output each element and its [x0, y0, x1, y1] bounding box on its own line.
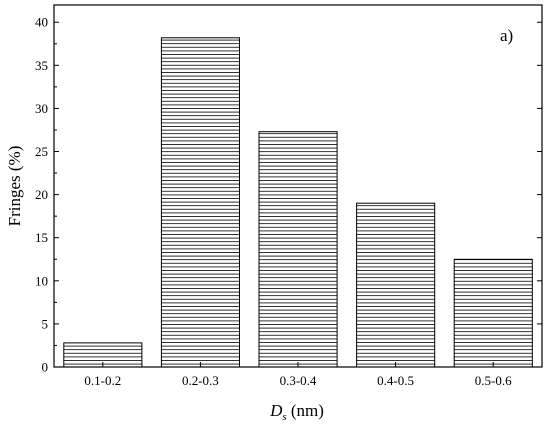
bar-0.2-0.3	[160, 37, 240, 368]
y-tick-label: 0	[42, 360, 49, 375]
x-tick-label: 0.1-0.2	[84, 373, 121, 388]
bar-0.4-0.5	[356, 202, 436, 368]
y-axis: 0 5 10 15 20 25 30 35 40	[35, 15, 542, 375]
bars-group	[63, 37, 533, 368]
x-axis-title-unit: (nm)	[287, 401, 324, 420]
y-tick-label: 25	[35, 144, 48, 159]
x-tick-label: 0.4-0.5	[377, 373, 414, 388]
x-axis-title-subscript: s	[282, 411, 286, 423]
y-tick-label: 30	[35, 101, 48, 116]
x-tick-label: 0.5-0.6	[475, 373, 512, 388]
x-tick-label: 0.3-0.4	[280, 373, 317, 388]
y-tick-label: 40	[35, 15, 48, 30]
bar-0.3-0.4	[258, 131, 338, 368]
panel-label: a)	[500, 26, 513, 45]
y-tick-label: 35	[35, 58, 48, 73]
x-tick-label: 0.2-0.3	[182, 373, 219, 388]
y-tick-label: 5	[42, 316, 49, 331]
y-tick-label: 20	[35, 187, 48, 202]
bar-0.5-0.6	[453, 258, 533, 368]
x-axis-title: Ds (nm)	[269, 401, 324, 423]
y-axis-title: Fringes (%)	[5, 146, 24, 227]
x-axis-title-symbol: D	[269, 401, 283, 420]
y-tick-label: 15	[35, 230, 48, 245]
y-tick-label: 10	[35, 273, 48, 288]
x-axis: 0.1-0.2 0.2-0.3 0.3-0.4 0.4-0.5 0.5-0.6	[84, 362, 512, 388]
